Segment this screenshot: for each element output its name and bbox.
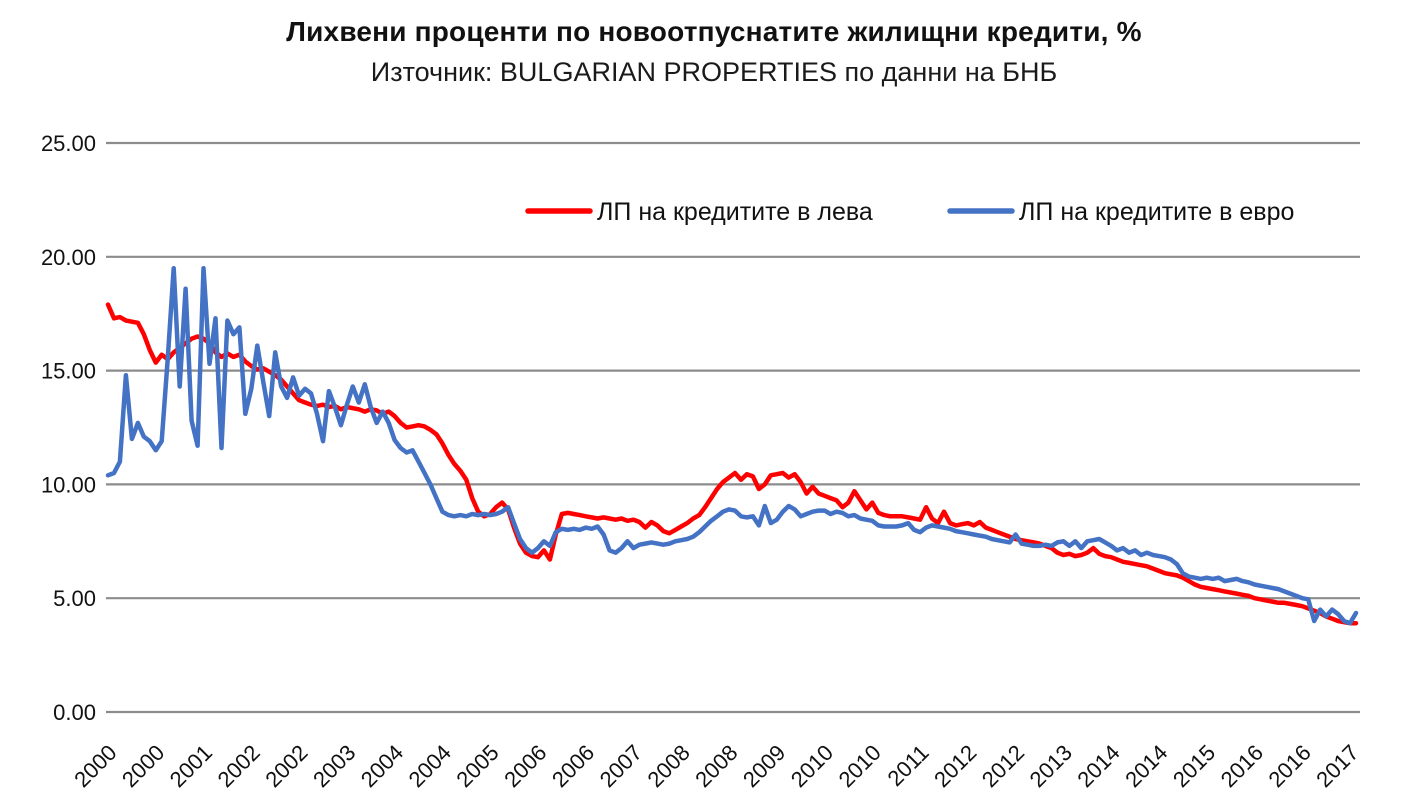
x-tick-label: 2010	[786, 740, 838, 792]
y-tick-label: 20.00	[41, 245, 96, 270]
x-tick-label: 2000	[69, 740, 121, 792]
x-tick-label: 2002	[213, 740, 265, 792]
x-tick-label: 2002	[260, 740, 312, 792]
x-tick-label: 2006	[499, 740, 551, 792]
y-tick-label: 0.00	[53, 700, 96, 725]
x-tick-label: 2010	[834, 740, 886, 792]
y-tick-label: 10.00	[41, 472, 96, 497]
y-tick-label: 5.00	[53, 586, 96, 611]
x-tick-label: 2008	[690, 740, 742, 792]
x-tick-label: 2004	[356, 740, 408, 792]
x-tick-label: 2016	[1216, 740, 1268, 792]
x-tick-label: 2011	[882, 740, 933, 791]
x-tick-label: 2014	[1120, 740, 1172, 792]
y-tick-label: 15.00	[41, 359, 96, 384]
x-tick-label: 2014	[1072, 740, 1124, 792]
x-tick-label: 2000	[117, 740, 169, 792]
legend-label-leva: ЛП на кредитите в лева	[597, 198, 873, 226]
x-tick-label: 2007	[595, 740, 647, 792]
x-tick-label: 2017	[1311, 740, 1363, 792]
chart-title: Лихвени проценти по новоотпуснатите жили…	[286, 16, 1142, 47]
x-tick-label: 2016	[1264, 740, 1316, 792]
series-line-euro	[105, 265, 1359, 626]
legend-label-euro: ЛП на кредитите в евро	[1019, 198, 1294, 226]
x-tick-label: 2004	[404, 740, 456, 792]
x-tick-label: 2003	[308, 740, 360, 792]
x-tick-label: 2006	[547, 740, 599, 792]
x-tick-label: 2005	[451, 740, 503, 792]
x-tick-label: 2015	[1168, 740, 1220, 792]
x-tick-label: 2012	[929, 740, 981, 792]
chart-subtitle: Източник: BULGARIAN PROPERTIES по данни …	[370, 57, 1058, 87]
series-line-leva	[105, 302, 1359, 626]
x-tick-label: 2008	[642, 740, 694, 792]
y-tick-label: 25.00	[41, 131, 96, 156]
x-tick-label: 2013	[1025, 740, 1077, 792]
x-tick-label: 2009	[738, 740, 790, 792]
x-tick-label: 2001	[165, 740, 217, 792]
x-tick-label: 2012	[977, 740, 1029, 792]
